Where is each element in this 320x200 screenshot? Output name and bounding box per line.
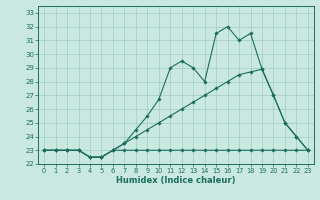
X-axis label: Humidex (Indice chaleur): Humidex (Indice chaleur) <box>116 176 236 185</box>
